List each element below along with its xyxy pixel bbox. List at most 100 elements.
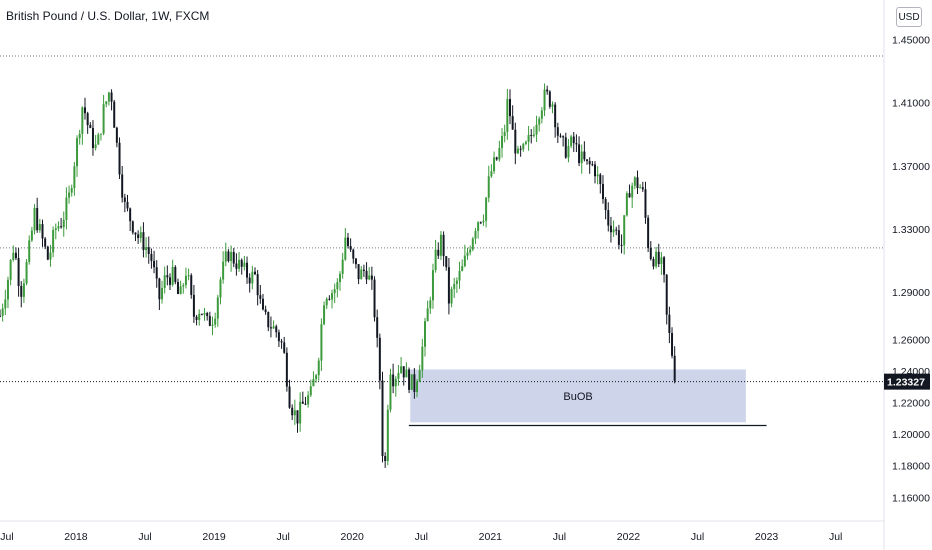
chart-title: British Pound / U.S. Dollar, 1W, FXCM (6, 9, 210, 23)
candle-body (397, 372, 400, 379)
candle-body (187, 275, 190, 277)
candle-body (224, 251, 227, 262)
candle-body (323, 305, 326, 325)
candle-body (304, 403, 307, 405)
candle-body (81, 107, 84, 134)
candle-body (554, 104, 557, 128)
candle-body (70, 188, 73, 193)
candle-body (612, 229, 615, 233)
candle-body (328, 298, 331, 300)
candle-body (665, 274, 668, 315)
candle-body (4, 299, 7, 309)
candle-body (99, 133, 102, 135)
candle-body (38, 224, 41, 231)
candle-body (524, 141, 527, 144)
candle-body (516, 148, 519, 154)
candle-body (126, 201, 129, 209)
candle-body (176, 282, 179, 294)
candle-body (556, 127, 559, 136)
candle-body (341, 259, 344, 274)
candle-body (97, 134, 100, 145)
candle-body (548, 91, 551, 107)
candle-body (400, 366, 403, 373)
candle-body (41, 224, 44, 239)
candle-body (487, 176, 490, 198)
candle-body (609, 225, 612, 233)
candle-body (362, 269, 365, 271)
candle-body (91, 127, 94, 149)
candle-body (490, 171, 493, 177)
candle-body (280, 341, 283, 343)
candle-body (631, 185, 634, 198)
candle-body (498, 147, 501, 160)
candle-body (493, 157, 496, 172)
candle-body (392, 374, 395, 387)
candle-body (261, 298, 264, 310)
price-tick-label: 1.16000 (892, 492, 930, 504)
candle-body (94, 144, 97, 149)
candle-body (434, 249, 437, 271)
time-tick-label: Jul (691, 531, 704, 543)
candle-body (211, 324, 214, 326)
candle-body (1, 308, 4, 316)
price-tick-label: 1.45000 (892, 34, 930, 46)
candle-body (530, 134, 533, 136)
candle-body (620, 244, 623, 246)
candle-body (381, 380, 384, 457)
candle-body (408, 369, 411, 390)
time-tick-label: Jul (138, 531, 151, 543)
candle-body (296, 410, 299, 424)
candle-body (477, 222, 480, 231)
candle-body (65, 197, 68, 220)
candle-body (575, 143, 578, 145)
candle-body (54, 228, 57, 231)
candle-body (78, 133, 81, 139)
candle-body (33, 207, 36, 231)
candle-body (413, 374, 416, 392)
candle-body (195, 316, 198, 320)
candle-body (17, 258, 20, 287)
candle-body (46, 246, 49, 260)
candle-body (102, 104, 105, 134)
candle-body (431, 270, 434, 301)
candle-body (421, 346, 424, 371)
currency-button[interactable]: USD (896, 7, 922, 27)
candle-body (386, 409, 389, 461)
candle-body (291, 407, 294, 416)
candle-body (238, 259, 241, 269)
candle-body (623, 215, 626, 246)
candle-body (368, 275, 371, 280)
price-tick-label: 1.26000 (892, 334, 930, 346)
candle-body (131, 221, 134, 233)
candle-body (439, 234, 442, 256)
buob-zone-label: BuOB (563, 391, 592, 403)
candle-body (532, 134, 535, 136)
candle-body (206, 313, 209, 317)
candle-body (424, 321, 426, 347)
candle-body (118, 142, 121, 175)
candle-body (0, 315, 1, 317)
price-tick-label: 1.33000 (892, 224, 930, 236)
candle-body (275, 326, 278, 333)
candle-body (259, 295, 262, 299)
candle-body (485, 197, 488, 221)
time-tick-label: 2023 (755, 531, 779, 543)
candle-body (86, 113, 89, 126)
candle-body (60, 226, 63, 228)
candle-body (105, 101, 108, 105)
candle-body (121, 174, 124, 198)
candle-body (628, 193, 631, 198)
price-tick-label: 1.41000 (892, 98, 930, 110)
candle-body (171, 266, 174, 285)
candle-body (591, 164, 594, 166)
candle-body (246, 262, 249, 278)
candle-body (214, 318, 217, 325)
candle-body (139, 232, 142, 238)
candle-body (293, 410, 296, 416)
price-tick-label: 1.18000 (892, 461, 930, 473)
candle-body (660, 257, 663, 264)
candle-body (153, 260, 156, 268)
candle-body (647, 217, 650, 248)
